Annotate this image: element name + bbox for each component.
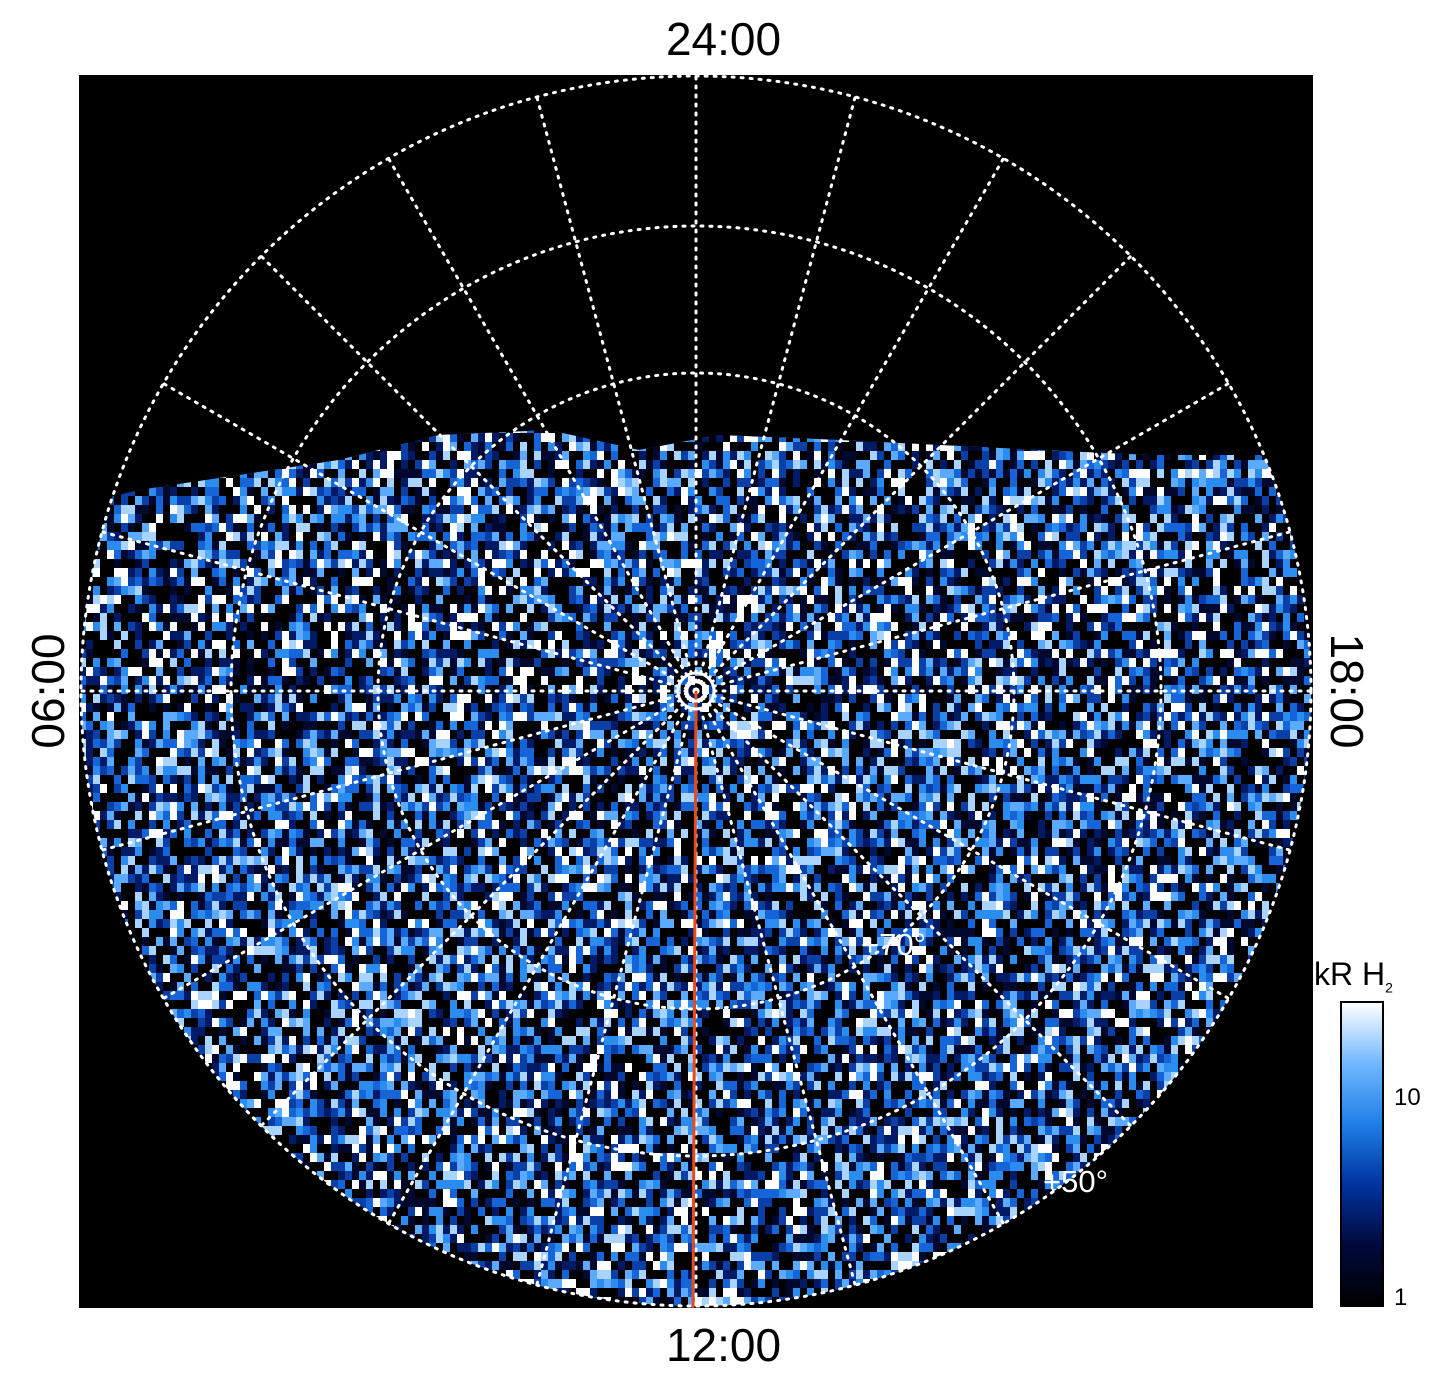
meridian-gridline	[259, 689, 698, 1128]
latitude-circle	[229, 224, 1163, 1158]
local-time-label-top: 24:00	[665, 13, 782, 65]
colorbar-unit-subscript: 2	[1385, 979, 1393, 996]
colorbar-tick-1: 1	[1394, 1284, 1408, 1311]
meridian-gridline	[100, 689, 698, 852]
pole-ring	[684, 679, 708, 703]
meridian-gridline	[694, 156, 1005, 693]
colorbar-tick-10: 10	[1394, 1084, 1421, 1111]
meridian-gridline	[694, 689, 1005, 1226]
meridian-gridline	[161, 382, 698, 693]
colorbar-title: kR H2	[1314, 956, 1393, 995]
meridian-gridline	[161, 689, 698, 1000]
pole-marker	[676, 671, 716, 711]
meridian-gridline	[694, 689, 857, 1287]
meridian-gridline	[259, 254, 698, 693]
lat-lon-grid	[79, 75, 1313, 1308]
colorbar-unit: kR H	[1314, 956, 1386, 992]
meridian-gridline	[100, 530, 698, 693]
meridian-gridline	[694, 689, 1133, 1128]
meridian-gridline	[694, 530, 1292, 693]
meridian-gridline	[535, 95, 698, 693]
meridian-gridline	[387, 156, 698, 693]
meridian-gridline	[694, 382, 1231, 693]
local-time-label-left: 06:00	[22, 633, 74, 749]
meridian-gridline	[694, 254, 1133, 693]
meridian-line	[691, 690, 698, 1308]
meridian-gridline	[694, 689, 1292, 852]
pole-ring	[676, 671, 716, 711]
polar-projection-svg	[79, 75, 1313, 1308]
colorbar	[1340, 1001, 1384, 1307]
local-time-label-bottom: 12:00	[665, 1319, 782, 1371]
meridian-gridline	[694, 689, 1231, 1000]
meridian-gridline	[387, 689, 698, 1226]
meridian-gridline	[694, 95, 857, 693]
polar-emission-map	[79, 75, 1313, 1308]
latitude-label-outer: +50°	[1043, 1164, 1108, 1199]
meridian-gridline	[535, 689, 698, 1287]
latitude-label-inner: +70°	[861, 927, 926, 962]
local-time-label-right: 18:00	[1321, 633, 1373, 749]
